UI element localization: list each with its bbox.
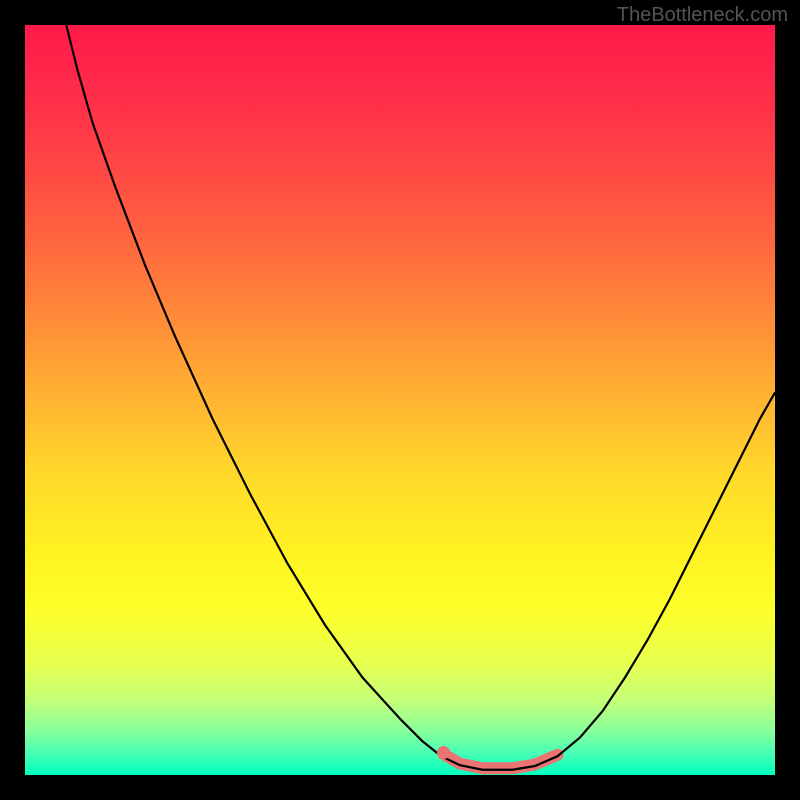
watermark-text: TheBottleneck.com xyxy=(617,4,788,27)
marker-dot xyxy=(437,746,450,759)
plot-area xyxy=(25,25,775,775)
bottleneck-curve xyxy=(25,25,775,775)
curve-line xyxy=(66,25,775,770)
